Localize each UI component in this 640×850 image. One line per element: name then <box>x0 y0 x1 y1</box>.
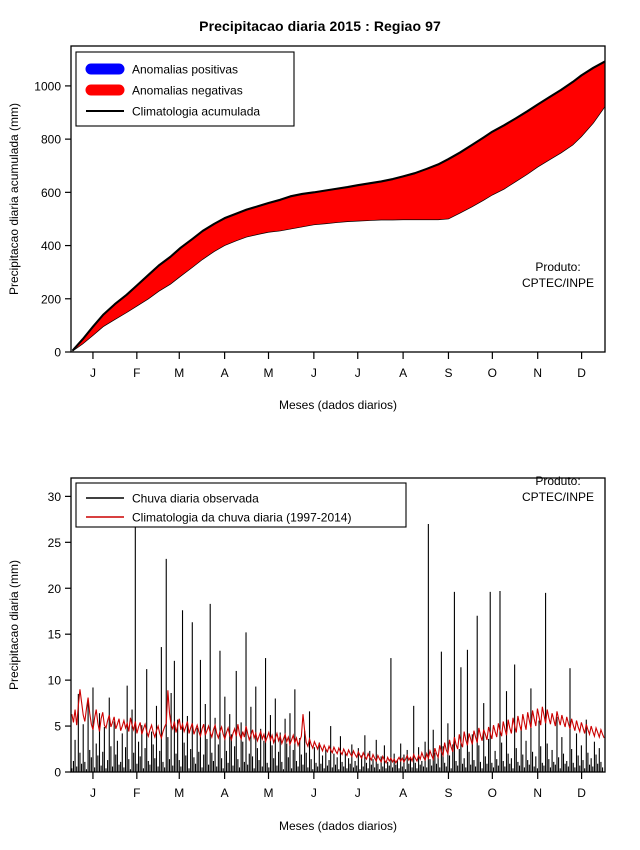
y-tick-label: 10 <box>48 674 62 688</box>
x-tick-label: M <box>264 786 274 800</box>
climatology-daily-line <box>71 689 605 765</box>
x-tick-label: S <box>444 786 452 800</box>
x-tick-label: M <box>264 366 274 380</box>
plot-frame <box>70 477 606 773</box>
daily-plot-svg: 0 5 10 15 20 25 30 J F M A M J J A S O N D Meses (dados dia… <box>7 474 606 833</box>
y-axis-label: Precipitacao diaria acumulada (mm) <box>7 103 21 295</box>
daily-precipitation-panel: 0 5 10 15 20 25 30 J F M A M J J A S O N D Meses (dados dia… <box>0 465 640 850</box>
x-tick-label: J <box>355 366 361 380</box>
produto-line-2: CPTEC/INPE <box>522 276 594 290</box>
cumulative-plot-svg: 0 200 400 600 800 1000 J F M A M J J A S O N D Meses (dado… <box>7 45 606 412</box>
x-tick-label: A <box>399 786 407 800</box>
y-tick-label: 25 <box>48 536 62 550</box>
observed-cumulative-line <box>72 106 606 352</box>
x-tick-label: J <box>311 786 317 800</box>
x-tick-label: J <box>311 366 317 380</box>
x-axis-label: Meses (dados diarios) <box>279 819 397 833</box>
climatology-cumulative-line <box>71 60 606 352</box>
x-tick-label: J <box>90 366 96 380</box>
y-tick-label: 400 <box>41 239 61 253</box>
negative-anomaly-area <box>72 61 605 352</box>
y-tick-label: 600 <box>41 186 61 200</box>
legend-swatch <box>85 63 125 75</box>
x-tick-label: M <box>174 786 184 800</box>
x-tick-label: A <box>221 366 229 380</box>
produto-line-1: Produto: <box>535 474 580 488</box>
x-tick-label: M <box>174 366 184 380</box>
legend-label: Chuva diaria observada <box>132 492 259 506</box>
legend-label: Climatologia da chuva diaria (1997-2014) <box>132 511 351 525</box>
plot-frame <box>70 45 606 353</box>
x-tick-label: F <box>133 366 140 380</box>
x-tick-label: J <box>355 786 361 800</box>
x-tick-label: D <box>577 786 586 800</box>
x-tick-label: N <box>533 786 542 800</box>
x-tick-label: J <box>90 786 96 800</box>
legend-label: Anomalias negativas <box>132 84 243 98</box>
x-tick-label: N <box>533 366 542 380</box>
legend-swatch <box>85 84 125 96</box>
legend-box <box>75 482 407 528</box>
y-tick-label: 20 <box>48 582 62 596</box>
y-tick-label: 15 <box>48 628 62 642</box>
y-tick-label: 200 <box>41 292 61 306</box>
x-tick-label: O <box>488 366 497 380</box>
x-tick-label: O <box>488 786 497 800</box>
page-title: Precipitacao diaria 2015 : Regiao 97 <box>199 18 441 34</box>
x-tick-label: F <box>133 786 140 800</box>
x-tick-label: A <box>399 366 407 380</box>
produto-line-2: CPTEC/INPE <box>522 490 594 504</box>
x-tick-label: S <box>444 366 452 380</box>
x-tick-label: D <box>577 366 586 380</box>
y-tick-label: 1000 <box>34 79 61 93</box>
produto-line-1: Produto: <box>535 260 580 274</box>
y-tick-label: 0 <box>54 766 61 780</box>
y-tick-label: 5 <box>54 720 61 734</box>
y-axis-label: Precipitacao diaria (mm) <box>7 560 21 690</box>
x-axis-label: Meses (dados diarios) <box>279 398 397 412</box>
y-tick-label: 0 <box>54 346 61 360</box>
x-tick-label: A <box>221 786 229 800</box>
legend-label: Climatologia acumulada <box>132 105 260 119</box>
observed-daily-bars <box>71 523 604 772</box>
y-tick-label: 800 <box>41 133 61 147</box>
cumulative-precipitation-panel: 0 200 400 600 800 1000 J F M A M J J A S O N D Meses (dado… <box>0 40 640 430</box>
y-tick-label: 30 <box>48 490 62 504</box>
legend-label: Anomalias positivas <box>132 63 238 77</box>
